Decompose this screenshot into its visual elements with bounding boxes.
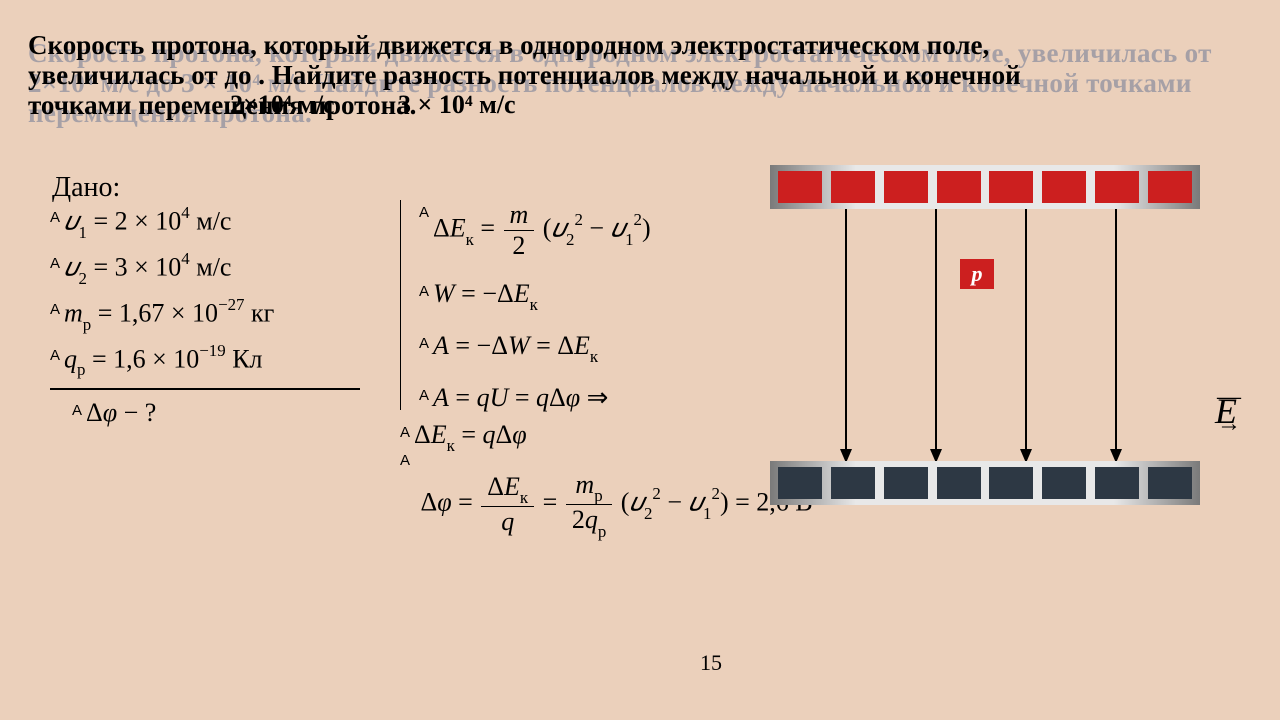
plate-segment	[884, 467, 928, 499]
plate-segment	[1042, 171, 1086, 203]
vector-arrow-icon: —→	[1217, 384, 1238, 438]
given-label: Дано:	[52, 172, 120, 204]
field-line	[1115, 209, 1117, 461]
plate-segment	[989, 171, 1033, 203]
solution-free: AΔEк = qΔφ A Δφ = ΔEкq = mp2qp (𝜐22 − 𝜐1…	[400, 420, 813, 556]
plate-segment	[884, 171, 928, 203]
page-number: 15	[700, 650, 722, 676]
proton-marker: p	[960, 259, 994, 289]
plate-segment	[1095, 467, 1139, 499]
given-rule	[50, 388, 360, 390]
plate-segment	[1042, 467, 1086, 499]
plate-segment	[831, 171, 875, 203]
title-insert-v2: 3 × 10⁴ м/с	[398, 90, 516, 119]
eq-work: AW = −ΔEк	[419, 279, 651, 313]
e-vector-label: —→ E	[1215, 390, 1237, 432]
plate-segment	[937, 467, 981, 499]
plate-segment	[1095, 171, 1139, 203]
negative-plate	[770, 461, 1200, 505]
eq-AqU: AA = qU = qΔφ ⇒	[419, 383, 651, 413]
plate-segment	[778, 467, 822, 499]
eq-kinetic: AΔEк = m2 (𝜐22 − 𝜐12)	[419, 200, 651, 261]
plate-segment	[937, 171, 981, 203]
field-line	[845, 209, 847, 461]
plate-segment	[1148, 467, 1192, 499]
eq-Ek-qphi: AΔEк = qΔφ	[400, 420, 813, 454]
field-line	[1025, 209, 1027, 461]
title-insert-v1: 2×10⁴ м/с	[230, 90, 335, 119]
eq-A: AA = −ΔW = ΔEк	[419, 331, 651, 365]
plate-segment	[831, 467, 875, 499]
eq-result: A Δφ = ΔEкq = mp2qp (𝜐22 − 𝜐12) = 2,6 В	[400, 470, 813, 539]
plate-segment	[778, 171, 822, 203]
solution-block: AΔEк = m2 (𝜐22 − 𝜐12) AW = −ΔEк AA = −ΔW…	[400, 200, 651, 410]
title-main-text: Скорость протона, который движется в одн…	[28, 30, 1088, 121]
proton-label: p	[972, 261, 983, 287]
given-block: A𝜐1 = 2 × 104 м/с A𝜐2 = 3 × 104 м/с Amp …	[50, 205, 360, 438]
field-diagram: p —→ E	[770, 165, 1250, 515]
field-lines	[770, 209, 1200, 461]
plate-segment	[1148, 171, 1192, 203]
field-line	[935, 209, 937, 461]
positive-plate	[770, 165, 1200, 209]
plate-segment	[989, 467, 1033, 499]
slide: Скорость протона, который движется в одн…	[0, 0, 1280, 720]
